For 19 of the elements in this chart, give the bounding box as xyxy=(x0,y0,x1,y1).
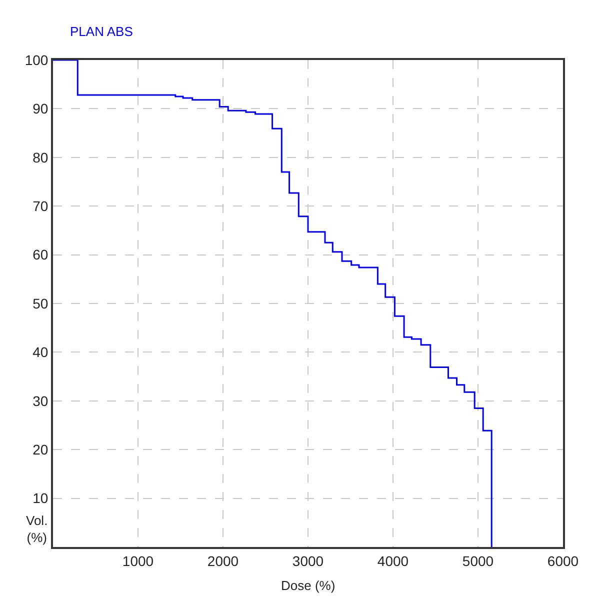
y-tick-label: 80 xyxy=(32,149,48,166)
x-tick-label: 6000 xyxy=(547,552,579,569)
y-tick-label: 10 xyxy=(32,490,48,506)
y-tick-label: 90 xyxy=(32,100,48,117)
x-tick-label: 4000 xyxy=(377,552,409,569)
x-tick-label: 1000 xyxy=(122,552,154,569)
y-tick-label: 70 xyxy=(32,198,48,214)
y-tick-label: 50 xyxy=(32,295,48,312)
y-tick-label: 20 xyxy=(32,442,48,458)
y-tick-label: 30 xyxy=(32,392,48,409)
y-tick-label: 60 xyxy=(32,246,48,263)
x-tick-label: 5000 xyxy=(462,552,494,569)
y-tick-label: 100 xyxy=(24,52,48,68)
x-axis-title: Dose (%) xyxy=(281,578,336,593)
y-axis-title: Vol. (%) xyxy=(26,513,48,545)
x-tick-label: 2000 xyxy=(207,552,239,569)
y-tick-label: 40 xyxy=(32,344,48,360)
chart-title: PLAN ABS xyxy=(70,24,134,39)
x-tick-label: 3000 xyxy=(292,552,324,569)
